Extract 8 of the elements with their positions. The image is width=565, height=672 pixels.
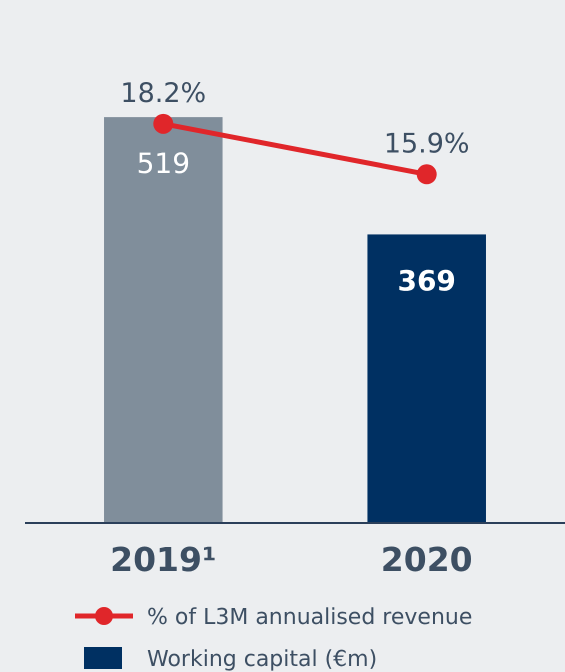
x-tick-label: 2019¹ <box>110 540 216 579</box>
data-label: 18.2% <box>120 78 206 109</box>
legend-label: % of L3M annualised revenue <box>147 605 472 630</box>
data-label: 519 <box>136 147 190 180</box>
x-tick-label: 2020 <box>380 540 473 579</box>
legend-label: Working capital (€m) <box>147 647 378 672</box>
data-label: 369 <box>397 264 456 298</box>
data-label: 15.9% <box>384 128 470 160</box>
